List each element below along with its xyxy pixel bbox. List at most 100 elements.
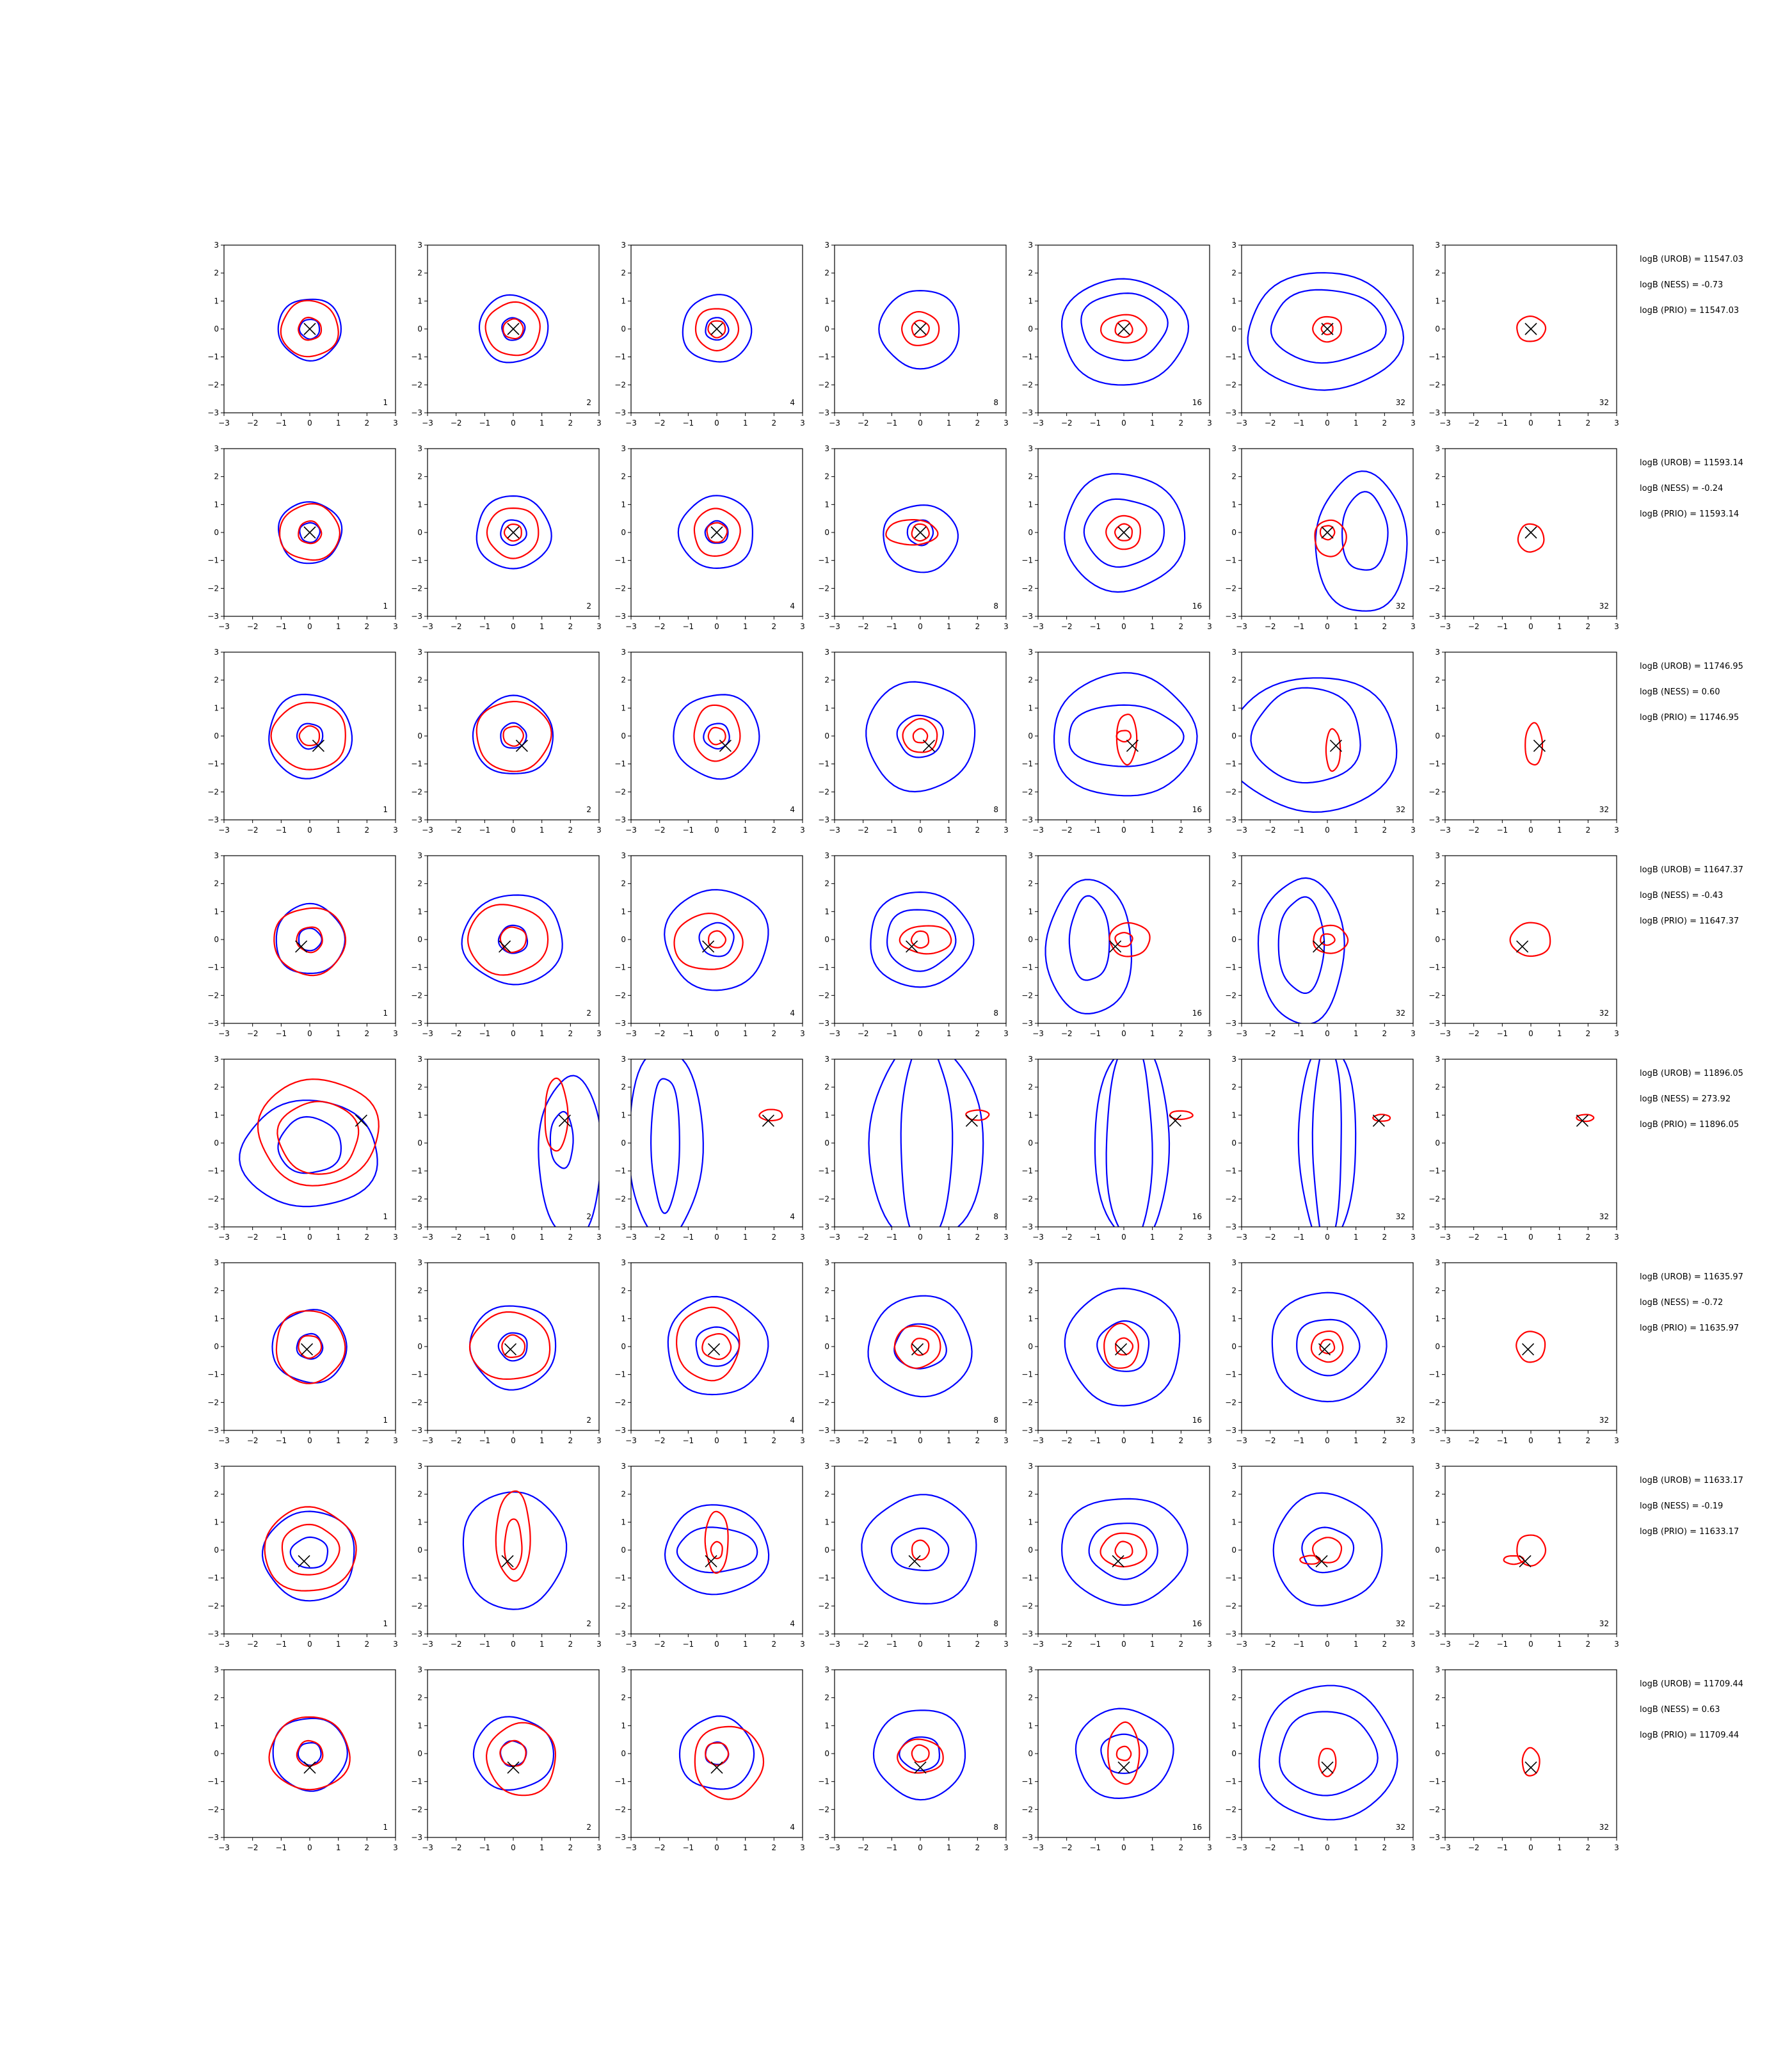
y-tick-label: −3 <box>614 612 626 621</box>
y-tick-label: −3 <box>1428 1833 1440 1842</box>
red-contour-line <box>1516 316 1547 342</box>
y-tick-label: −2 <box>1021 787 1033 796</box>
y-tick-label: −3 <box>411 1019 422 1028</box>
y-tick-label: −3 <box>1428 612 1440 621</box>
x-tick-label: −3 <box>218 419 230 428</box>
y-tick-label: −2 <box>1428 1398 1440 1407</box>
y-tick-label: −1 <box>1428 1574 1440 1583</box>
true-value-marker <box>705 1555 717 1568</box>
y-tick-label: 3 <box>1435 1462 1440 1471</box>
blue-contour-line <box>900 1059 954 1227</box>
x-tick-label: 3 <box>1411 1843 1416 1852</box>
x-tick-label: −2 <box>247 622 259 631</box>
y-tick-label: 0 <box>621 1749 626 1758</box>
y-tick-label: −1 <box>818 1167 829 1176</box>
y-tick-label: −2 <box>411 1398 422 1407</box>
y-tick-label: 2 <box>1231 1083 1236 1092</box>
red-contour-line <box>1320 933 1336 946</box>
y-tick-label: −2 <box>1021 584 1033 593</box>
blue-contour-line <box>1296 1318 1361 1377</box>
x-tick-label: 1 <box>1557 1233 1562 1242</box>
y-tick-label: 1 <box>621 1110 626 1119</box>
true-value-marker <box>710 1761 723 1774</box>
true-value-marker <box>914 323 927 335</box>
x-tick-label: 3 <box>1614 1843 1619 1852</box>
y-tick-label: 3 <box>1231 851 1236 860</box>
x-tick-label: −2 <box>858 1436 869 1445</box>
blue-contour-line <box>1258 1684 1398 1821</box>
red-contour-line <box>499 1740 527 1767</box>
y-tick-label: 1 <box>417 500 422 509</box>
x-tick-label: −3 <box>829 1233 840 1242</box>
true-value-marker <box>719 739 732 752</box>
x-tick-label: −1 <box>275 1843 287 1852</box>
y-tick-label: 2 <box>214 676 219 685</box>
blue-contour-line <box>899 1736 941 1772</box>
contour-panel: −3−3 −2 −2 −1 −1 0 0 1 1 2 2 3 3 32 <box>1225 648 1416 835</box>
y-tick-label: −1 <box>818 1370 829 1379</box>
x-tick-label: 1 <box>336 1436 341 1445</box>
panel-count-label: 4 <box>790 1212 795 1221</box>
x-tick-label: 1 <box>947 826 952 835</box>
y-tick-label: −1 <box>207 353 219 362</box>
blue-contour-line <box>1311 1059 1342 1227</box>
x-tick-label: −3 <box>829 826 840 835</box>
blue-contour-line <box>704 520 729 544</box>
x-tick-label: −2 <box>1468 1843 1480 1852</box>
blue-contour-line <box>468 1305 557 1391</box>
x-tick-label: 0 <box>307 1233 312 1242</box>
log-evidence-text: logB (NESS) = 273.92 <box>1640 1094 1731 1104</box>
y-tick-label: 3 <box>621 1055 626 1064</box>
y-tick-label: −3 <box>614 1426 626 1435</box>
true-value-marker <box>303 323 316 335</box>
y-tick-label: −1 <box>1225 1370 1236 1379</box>
x-tick-label: −1 <box>479 1029 490 1038</box>
y-tick-label: −1 <box>818 760 829 769</box>
panel-count-label: 16 <box>1192 398 1202 407</box>
panel-count-label: 1 <box>383 398 388 407</box>
red-contour-line <box>1313 924 1349 954</box>
y-tick-label: −1 <box>1225 760 1236 769</box>
log-evidence-text: logB (UROB) = 11647.37 <box>1640 865 1743 875</box>
log-evidence-text: logB (PRIO) = 11746.95 <box>1640 713 1739 723</box>
y-tick-label: 2 <box>824 1693 829 1702</box>
x-tick-label: 2 <box>365 826 370 835</box>
y-tick-label: −2 <box>1225 787 1236 796</box>
x-tick-label: −2 <box>451 1843 462 1852</box>
contour-panel: −3−3 −2 −2 −1 −1 0 0 1 1 2 2 3 3 4 <box>614 851 805 1038</box>
y-tick-label: 2 <box>417 1286 422 1295</box>
x-tick-label: 1 <box>947 1843 952 1852</box>
y-tick-label: 3 <box>1435 1665 1440 1674</box>
x-tick-label: 1 <box>1557 826 1562 835</box>
log-evidence-text: logB (PRIO) = 11547.03 <box>1640 306 1739 316</box>
red-contour-line <box>1114 319 1133 338</box>
x-tick-label: 1 <box>1354 1640 1359 1649</box>
x-tick-label: 0 <box>307 1436 312 1445</box>
y-tick-label: −1 <box>1225 556 1236 565</box>
true-value-marker <box>355 1114 367 1127</box>
y-tick-label: 0 <box>1435 732 1440 740</box>
x-tick-label: 1 <box>540 1029 545 1038</box>
x-tick-label: 0 <box>918 1640 923 1649</box>
y-tick-label: −3 <box>818 408 829 417</box>
x-tick-label: 2 <box>772 622 777 631</box>
blue-contour-line <box>1053 672 1198 797</box>
x-tick-label: 0 <box>307 622 312 631</box>
true-value-marker <box>312 739 324 752</box>
y-tick-label: 3 <box>824 851 829 860</box>
x-tick-label: −2 <box>654 419 666 428</box>
y-tick-label: 0 <box>214 1546 219 1555</box>
y-tick-label: 1 <box>1028 296 1033 305</box>
log-evidence-text: logB (NESS) = 0.63 <box>1640 1705 1720 1715</box>
x-tick-label: −3 <box>218 622 230 631</box>
y-tick-label: 0 <box>824 732 829 740</box>
y-tick-label: −3 <box>1428 815 1440 824</box>
panel-count-label: 8 <box>993 1619 998 1628</box>
y-tick-label: 2 <box>214 472 219 481</box>
y-tick-label: 0 <box>214 935 219 944</box>
blue-contour-line <box>277 501 343 564</box>
x-tick-label: 3 <box>393 1029 398 1038</box>
y-tick-label: −2 <box>1225 1194 1236 1203</box>
